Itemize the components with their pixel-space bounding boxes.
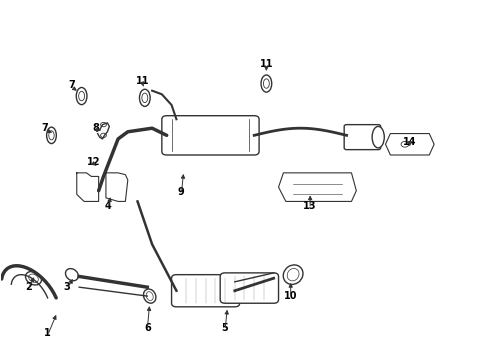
Text: 3: 3 — [63, 282, 70, 292]
Text: 5: 5 — [221, 323, 228, 333]
Ellipse shape — [143, 289, 156, 303]
Ellipse shape — [139, 89, 150, 107]
Ellipse shape — [142, 93, 147, 103]
FancyBboxPatch shape — [162, 116, 259, 155]
Text: 7: 7 — [68, 80, 75, 90]
Ellipse shape — [25, 271, 41, 285]
FancyBboxPatch shape — [171, 275, 239, 307]
Text: 6: 6 — [143, 323, 150, 333]
Text: 12: 12 — [87, 157, 101, 167]
Ellipse shape — [49, 131, 54, 140]
Polygon shape — [278, 173, 356, 202]
Ellipse shape — [146, 292, 153, 301]
Text: 1: 1 — [44, 328, 51, 338]
Ellipse shape — [371, 126, 384, 148]
Ellipse shape — [65, 269, 78, 281]
Text: 9: 9 — [178, 187, 184, 197]
FancyBboxPatch shape — [344, 125, 380, 150]
Ellipse shape — [283, 265, 303, 284]
Circle shape — [101, 133, 106, 138]
Text: 13: 13 — [303, 202, 316, 211]
Text: 7: 7 — [41, 123, 48, 133]
Ellipse shape — [46, 127, 56, 144]
Text: 10: 10 — [284, 291, 297, 301]
Ellipse shape — [29, 274, 38, 283]
Text: 4: 4 — [105, 202, 111, 211]
FancyBboxPatch shape — [220, 273, 278, 303]
Ellipse shape — [286, 269, 299, 281]
Ellipse shape — [261, 75, 271, 92]
Text: 11: 11 — [259, 59, 273, 68]
Text: 11: 11 — [135, 76, 149, 86]
Ellipse shape — [79, 91, 84, 101]
Ellipse shape — [263, 79, 269, 88]
Circle shape — [400, 141, 408, 147]
Polygon shape — [385, 134, 433, 155]
Text: 14: 14 — [402, 137, 416, 147]
Circle shape — [101, 122, 106, 127]
Text: 2: 2 — [25, 282, 31, 292]
Text: 8: 8 — [93, 123, 100, 133]
Ellipse shape — [76, 87, 87, 105]
